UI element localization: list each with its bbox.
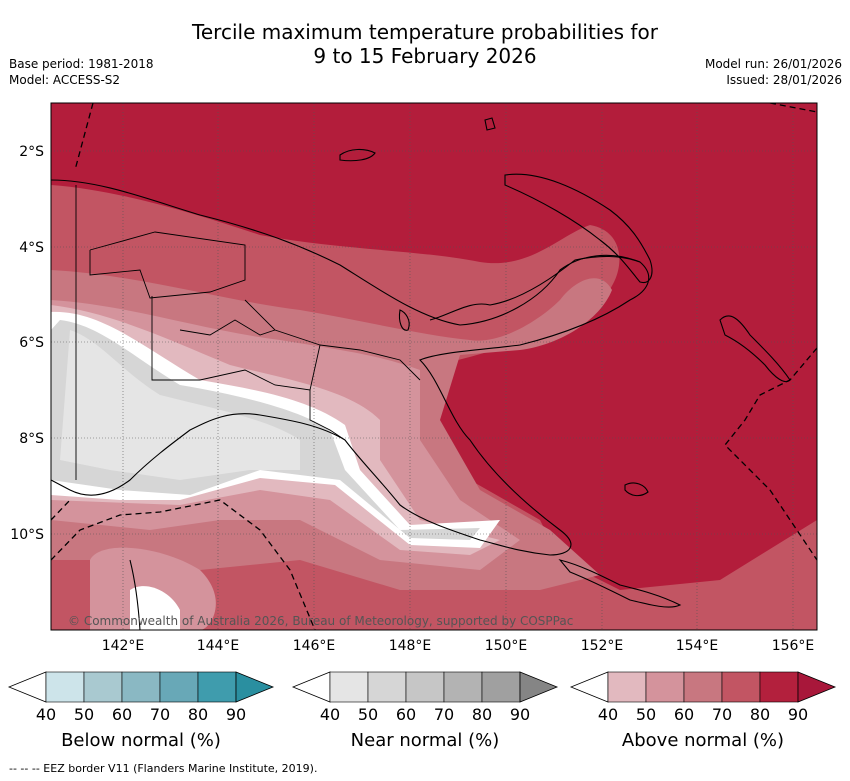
map-title: Tercile maximum temperature probabilitie…	[0, 20, 850, 68]
colorbar-0	[7, 671, 275, 703]
colorbar-1-tick-2: 60	[395, 705, 417, 724]
colorbar-1-segment-0	[329, 671, 369, 703]
colorbar-0-segment-1	[83, 671, 123, 703]
colorbar-0-high-arrow	[235, 671, 275, 703]
colorbar-1-tick-5: 90	[509, 705, 531, 724]
colorbar-1-high-arrow	[519, 671, 559, 703]
colorbar-1-segment-1	[367, 671, 407, 703]
map-frame	[50, 102, 818, 631]
colorbar-2-segment-3	[721, 671, 761, 703]
colorbar-1-low-arrow	[291, 671, 331, 703]
latitude-labels: 2°S 4°S 6°S 8°S 10°S	[10, 144, 44, 543]
south-white-patch	[130, 586, 180, 630]
lon-label-156e: 156°E	[772, 638, 815, 654]
colorbar-1	[291, 671, 559, 703]
lon-label-154e: 154°E	[676, 638, 719, 654]
run-info: Model run: 26/01/2026 Issued: 28/01/2026	[705, 56, 842, 88]
title-line-1: Tercile maximum temperature probabilitie…	[192, 20, 658, 44]
colorbar-0-segment-3	[159, 671, 199, 703]
colorbar-2-tick-5: 90	[787, 705, 809, 724]
colorbar-2-label: Above normal (%)	[621, 730, 785, 751]
base-period: Base period: 1981-2018	[9, 57, 154, 71]
eez-footer: -- -- -- EEZ border V11 (Flanders Marine…	[9, 762, 318, 775]
issued-date: Issued: 28/01/2026	[726, 73, 842, 87]
lat-label-8s: 8°S	[19, 431, 44, 447]
lon-label-152e: 152°E	[581, 638, 624, 654]
colorbar-2	[569, 671, 837, 703]
colorbar-2-tick-1: 50	[635, 705, 657, 724]
colorbar-0-label: Below normal (%)	[61, 730, 221, 751]
lat-label-2s: 2°S	[19, 144, 44, 160]
near-40-region	[60, 330, 300, 480]
colorbar-0-low-arrow	[7, 671, 47, 703]
map-field	[51, 103, 817, 630]
colorbar-2-segment-0	[607, 671, 647, 703]
colorbar-0-tick-2: 60	[111, 705, 133, 724]
colorbar-1-segment-2	[405, 671, 445, 703]
base-info: Base period: 1981-2018 Model: ACCESS-S2	[9, 56, 154, 88]
lon-label-146e: 146°E	[293, 638, 336, 654]
colorbar-1-tick-3: 70	[433, 705, 455, 724]
eez-border	[51, 103, 817, 630]
colorbar-0-segment-2	[121, 671, 161, 703]
colorbar-1-segment-3	[443, 671, 483, 703]
colorbar-0-tick-1: 50	[73, 705, 95, 724]
coastlines	[51, 117, 791, 630]
lon-label-148e: 148°E	[389, 638, 432, 654]
colorbar-0-segment-0	[45, 671, 85, 703]
longitude-labels: 142°E 144°E 146°E 148°E 150°E 152°E 154°…	[102, 638, 815, 654]
lat-label-10s: 10°S	[10, 527, 44, 543]
model-name: Model: ACCESS-S2	[9, 73, 121, 87]
colorbar-0-tick-4: 80	[187, 705, 209, 724]
colorbar-1-segment-4	[481, 671, 521, 703]
colorbar-2-segment-1	[645, 671, 685, 703]
lon-label-150e: 150°E	[485, 638, 528, 654]
colorbar-2-tick-0: 40	[597, 705, 619, 724]
provincial-borders	[75, 185, 421, 480]
colorbar-1-label: Near normal (%)	[350, 730, 500, 751]
colorbar-0-tick-3: 70	[149, 705, 171, 724]
lat-label-4s: 4°S	[19, 240, 44, 256]
colorbar-2-tick-4: 80	[749, 705, 771, 724]
colorbar-0-segment-4	[197, 671, 237, 703]
colorbar-2-high-arrow	[797, 671, 837, 703]
colorbar-2-segment-2	[683, 671, 723, 703]
colorbar-2-low-arrow	[569, 671, 609, 703]
colorbars	[7, 671, 837, 703]
colorbar-2-tick-2: 60	[673, 705, 695, 724]
colorbar-1-tick-0: 40	[319, 705, 341, 724]
colorbar-2-segment-4	[759, 671, 799, 703]
copyright-notice: © Commonwealth of Australia 2026, Bureau…	[68, 614, 574, 628]
title-line-2: 9 to 15 February 2026	[313, 44, 537, 68]
colorbar-0-tick-5: 90	[225, 705, 247, 724]
colorbar-2-tick-3: 70	[711, 705, 733, 724]
colorbar-1-tick-4: 80	[471, 705, 493, 724]
colorbar-0-tick-0: 40	[35, 705, 57, 724]
lon-label-144e: 144°E	[197, 638, 240, 654]
lon-label-142e: 142°E	[102, 638, 145, 654]
colorbar-1-tick-1: 50	[357, 705, 379, 724]
lat-label-6s: 6°S	[19, 335, 44, 351]
model-run: Model run: 26/01/2026	[704, 57, 842, 71]
